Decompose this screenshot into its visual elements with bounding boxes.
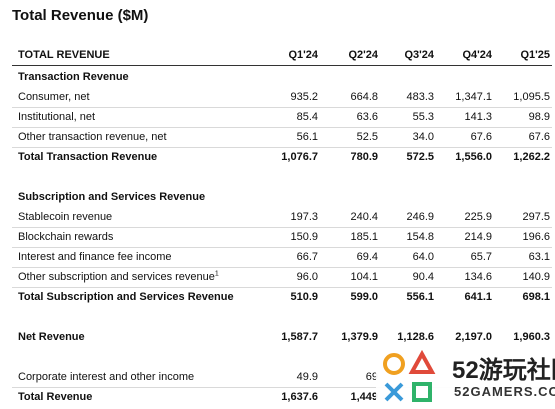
cell-value: 1,960.3 [513,331,550,343]
table-row: Stablecoin revenue 197.3 240.4 246.9 225.9 29… [12,207,552,228]
cell-value: 197.3 [290,211,318,223]
row-label: Total Transaction Revenue [18,151,158,163]
cell-value: 196.6 [522,231,550,243]
row-label: Corporate interest and other income [18,371,195,383]
table-row: Other subscription and services revenue1… [12,267,552,288]
row-label: Other subscription and services revenue1 [18,270,219,283]
header-row: TOTAL REVENUE Q1'24 Q2'24 Q3'24 Q4'24 Q1'25 [12,45,552,66]
cell-value: 246.9 [406,211,434,223]
cell-value: 69.4 [356,251,378,263]
cell-value: 556.1 [406,291,434,303]
column-header: Q4'24 [462,49,492,61]
cell-value: 1,587.7 [281,331,318,343]
cell-value: 1,076.7 [281,151,318,163]
row-label: Interest and finance fee income [18,251,172,263]
column-header: Q2'24 [348,49,378,61]
cell-value: 572.5 [406,151,434,163]
cell-value: 1,379.9 [341,331,378,343]
table-row: Total Revenue 1,637.6 1,449 [12,387,552,407]
row-label: Total Subscription and Services Revenue [18,291,234,303]
watermark-brand: 52游玩社区 [452,357,555,384]
cell-value: 66.7 [296,251,318,263]
cell-value: 1,556.0 [455,151,492,163]
cell-value: 104.1 [350,271,378,283]
cell-value: 2,197.0 [455,331,492,343]
table-row: Net Revenue 1,587.7 1,379.9 1,128.6 2,197.0 1… [12,327,552,347]
cell-value: 67.6 [528,131,550,143]
row-label: Other transaction revenue, net [18,131,167,143]
watermark: 52游玩社区 52GAMERS.COM [376,346,555,409]
cell-value: 65.7 [470,251,492,263]
row-label: Stablecoin revenue [18,211,113,223]
cell-value: 1,095.5 [513,91,550,103]
cell-value: 664.8 [350,91,378,103]
table-row: Transaction Revenue [12,67,552,87]
table-row: Consumer, net 935.2 664.8 483.3 1,347.1 1,095… [12,87,552,108]
column-header: Q1'25 [520,49,550,61]
cell-value: 69 [365,371,378,383]
cell-value: 140.9 [522,271,550,283]
cell-value: 67.6 [470,131,492,143]
cell-value: 63.1 [528,251,550,263]
cell-value: 34.0 [412,131,434,143]
table-row: Corporate interest and other income 49.9 6… [12,367,552,388]
cell-value: 64.0 [412,251,434,263]
cell-value: 1,449 [350,391,378,403]
watermark-icon [383,349,436,402]
cell-value: 90.4 [412,271,434,283]
table-row: Total Subscription and Services Revenue 5… [12,287,552,307]
cell-value: 1,128.6 [397,331,434,343]
cell-value: 698.1 [522,291,550,303]
cell-value: 483.3 [406,91,434,103]
row-label: Total Revenue [18,391,93,403]
column-header: Q3'24 [404,49,434,61]
cell-value: 641.1 [464,291,492,303]
cell-value: 154.8 [406,231,434,243]
cell-value: 214.9 [464,231,492,243]
table-row: Other transaction revenue, net 56.1 52.5 34… [12,127,552,148]
row-label: Blockchain rewards [18,231,114,243]
row-label: Institutional, net [18,111,96,123]
cell-value: 510.9 [290,291,318,303]
cell-value: 185.1 [350,231,378,243]
cell-value: 55.3 [412,111,434,123]
cell-value: 52.5 [356,131,378,143]
cell-value: 85.4 [296,111,318,123]
title: Total Revenue ($M) [12,7,149,24]
column-header: TOTAL REVENUE [18,49,110,61]
cell-value: 1,347.1 [455,91,492,103]
cell-value: 297.5 [522,211,550,223]
cell-value: 240.4 [350,211,378,223]
cell-value: 1,262.2 [513,151,550,163]
cell-value: 63.6 [356,111,378,123]
footnote: 1 [214,270,219,278]
cell-value: 599.0 [350,291,378,303]
table-row: Blockchain rewards 150.9 185.1 154.8 214.9 19… [12,227,552,248]
watermark-site: 52GAMERS.COM [454,384,555,399]
cell-value: 935.2 [290,91,318,103]
cell-value: 134.6 [464,271,492,283]
table-row: Institutional, net 85.4 63.6 55.3 141.3 98.9 [12,107,552,128]
column-header: Q1'24 [288,49,318,61]
cell-value: 780.9 [350,151,378,163]
cell-value: 98.9 [528,111,550,123]
table-row: Total Transaction Revenue 1,076.7 780.9 572… [12,147,552,167]
row-label: Net Revenue [18,331,85,343]
row-label: Transaction Revenue [18,71,129,83]
row-label: Consumer, net [18,91,90,103]
cell-value: 96.0 [296,271,318,283]
cell-value: 56.1 [296,131,318,143]
cell-value: 141.3 [464,111,492,123]
row-label: Subscription and Services Revenue [18,191,206,203]
table-row: Subscription and Services Revenue [12,187,552,207]
cell-value: 225.9 [464,211,492,223]
cell-value: 150.9 [290,231,318,243]
table-row: Interest and finance fee income 66.7 69.4 6… [12,247,552,268]
cell-value: 1,637.6 [281,391,318,403]
cell-value: 49.9 [296,371,318,383]
